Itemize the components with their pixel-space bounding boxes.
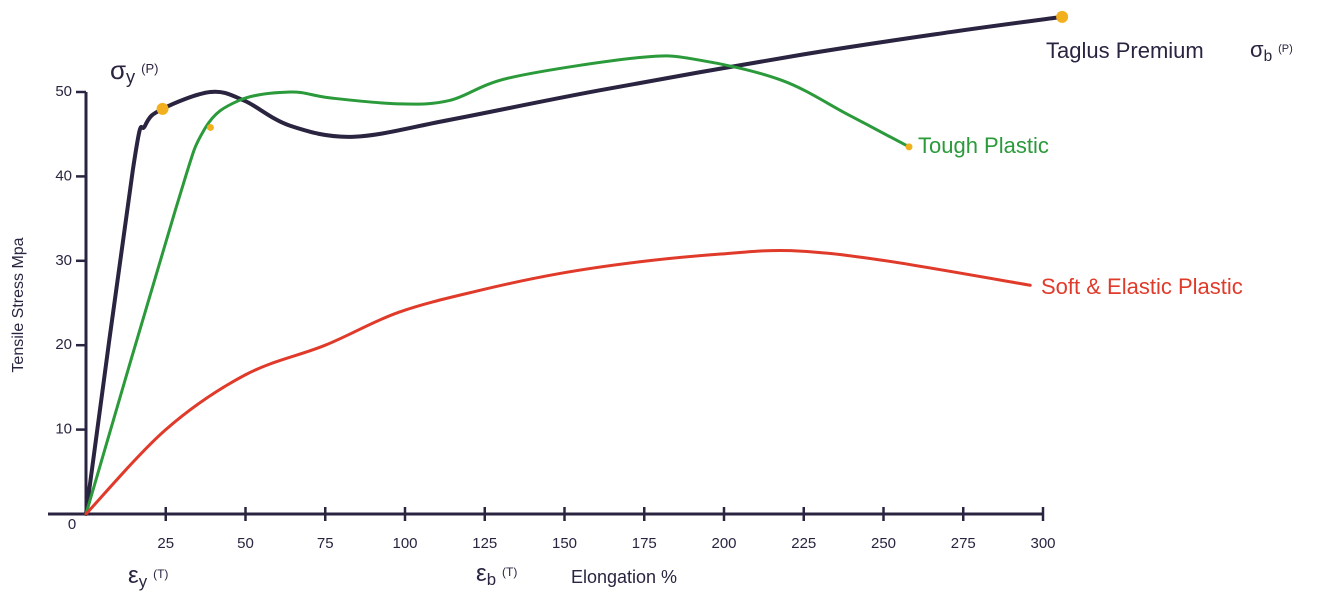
- y-tick-label: 10: [55, 421, 72, 438]
- origin-label: 0: [68, 516, 76, 533]
- x-tick-label: 100: [392, 535, 417, 552]
- annotation: εb (T): [476, 560, 517, 589]
- y-tick-label: 20: [55, 336, 72, 353]
- marker: [156, 102, 169, 115]
- x-tick-label: 75: [317, 535, 334, 552]
- x-tick-label: 175: [632, 535, 657, 552]
- annotation-sub: b: [487, 570, 496, 589]
- series-line: [84, 248, 1032, 516]
- series-label: Soft & Elastic Plastic: [1041, 274, 1243, 299]
- x-tick-label: 125: [472, 535, 497, 552]
- annotation-note: (P): [141, 61, 158, 76]
- series-line: [84, 14, 1065, 516]
- x-tick-label: 25: [157, 535, 174, 552]
- annotation: εy (T): [128, 562, 168, 591]
- annotation-symbol: σ: [110, 55, 126, 85]
- y-tick-label: 40: [55, 167, 72, 184]
- x-tick-label: 50: [237, 535, 254, 552]
- annotation: σb (P): [1250, 37, 1293, 65]
- marker: [905, 143, 913, 151]
- y-tick-label: 50: [55, 83, 72, 100]
- x-tick-label: 300: [1030, 535, 1055, 552]
- series-label: Taglus Premium: [1046, 38, 1204, 63]
- annotation-note: (T): [502, 565, 517, 579]
- marker: [1056, 10, 1069, 23]
- x-tick-label: 225: [791, 535, 816, 552]
- annotation-sub: b: [1264, 48, 1273, 65]
- annotation-symbol: σ: [1250, 37, 1264, 62]
- annotation-note: (T): [153, 567, 168, 581]
- x-tick-label: 150: [552, 535, 577, 552]
- series-label: Tough Plastic: [918, 133, 1049, 158]
- x-axis-label: Elongation %: [571, 567, 677, 587]
- annotation-symbol: ε: [476, 560, 487, 587]
- annotation-note: (P): [1278, 43, 1293, 55]
- y-axis-label: Tensile Stress Mpa: [10, 237, 27, 372]
- x-tick-label: 200: [711, 535, 736, 552]
- y-tick-label: 30: [55, 252, 72, 269]
- x-tick-label: 250: [871, 535, 896, 552]
- annotation-sub: y: [126, 67, 136, 87]
- annotation-sub: y: [139, 572, 148, 591]
- marker: [206, 123, 214, 131]
- annotation: σy (P): [110, 55, 158, 87]
- series-line: [84, 54, 911, 516]
- x-tick-label: 275: [951, 535, 976, 552]
- annotation-symbol: ε: [128, 562, 139, 589]
